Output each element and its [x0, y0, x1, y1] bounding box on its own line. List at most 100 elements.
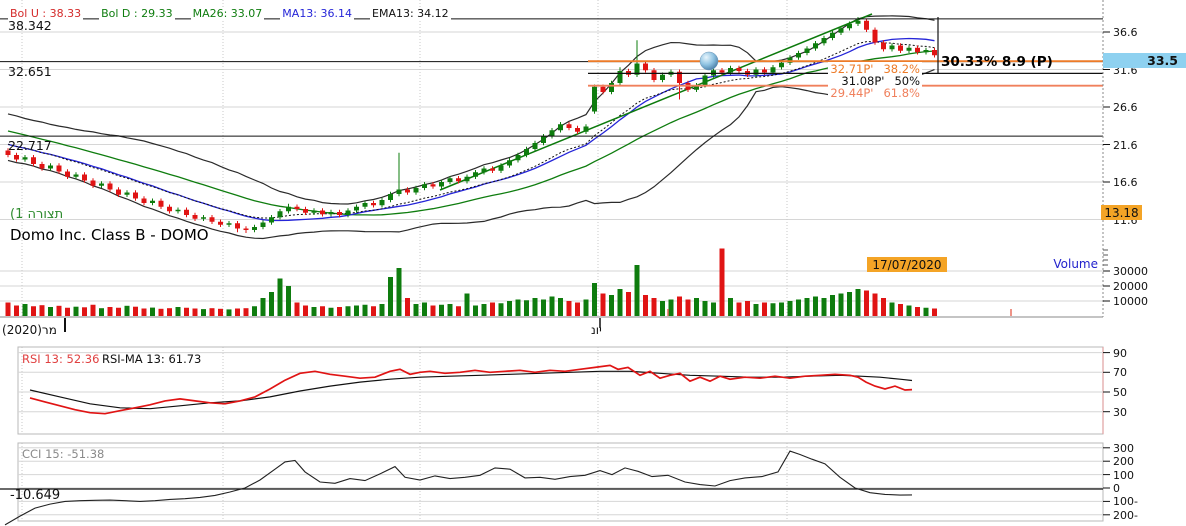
- volume-bar: [430, 305, 436, 316]
- candle-body: [507, 160, 512, 166]
- volume-bar: [592, 283, 597, 316]
- fib-618-pct: 61.8%: [883, 86, 920, 100]
- volume-bar: [447, 304, 453, 316]
- volume-bar: [651, 298, 657, 316]
- volume-bar: [48, 307, 53, 316]
- volume-bar: [141, 308, 147, 316]
- candle-body: [90, 180, 96, 186]
- volume-bar: [218, 308, 223, 316]
- cci-axis-tick-label: 200-: [1113, 508, 1138, 522]
- candle-body: [932, 50, 937, 56]
- volume-bar: [796, 299, 801, 316]
- volume-bar: [354, 305, 359, 316]
- volume-bar: [881, 298, 886, 316]
- candle-body: [22, 157, 28, 160]
- candle-body: [456, 178, 461, 182]
- cci-level-label: -10.649: [10, 488, 61, 503]
- volume-bar: [90, 304, 96, 316]
- volume-bar: [838, 293, 844, 316]
- indicator-header: Bol U : 38.33 Bol D : 29.33 MA26: 33.07 MA1…: [8, 7, 467, 20]
- volume-bar: [541, 299, 546, 316]
- volume-bar: [634, 265, 640, 316]
- candle-body: [881, 42, 886, 50]
- fib-382-price: 32.71P': [830, 62, 874, 76]
- volume-bar: [337, 307, 342, 316]
- volume-bar: [660, 301, 665, 316]
- candle-body: [31, 157, 36, 164]
- volume-bar: [532, 298, 538, 316]
- price-axis-tick-label: 16.6: [1113, 176, 1138, 189]
- candle-body: [396, 189, 402, 194]
- indicator-value-label: Bol D : 29.33: [99, 7, 175, 20]
- volume-bar: [201, 309, 206, 316]
- volume-bar: [456, 306, 461, 316]
- indicator-value-label: EMA13: 34.12: [370, 7, 451, 20]
- ball-marker-icon[interactable]: [699, 51, 719, 71]
- volume-bar: [762, 302, 767, 316]
- volume-bar: [583, 299, 589, 316]
- candle-body: [354, 206, 359, 211]
- candle-body: [303, 209, 308, 213]
- candle-body: [277, 211, 283, 218]
- fib-50-pct: 50%: [894, 74, 920, 88]
- volume-bar: [22, 304, 28, 316]
- volume-axis-tick-label: 30000: [1113, 265, 1148, 278]
- volume-bar: [82, 307, 87, 316]
- volume-bar: [311, 307, 317, 316]
- volume-bar: [209, 308, 215, 316]
- trendline[interactable]: [439, 13, 873, 191]
- volume-bar: [821, 298, 827, 316]
- volume-bar: [719, 248, 725, 316]
- fib-618-label[interactable]: 29.44P' 61.8%: [828, 86, 922, 100]
- volume-bar: [923, 307, 929, 316]
- date-badge: 17/07/2020: [867, 257, 947, 272]
- volume-bar: [320, 306, 325, 316]
- volume-bar: [277, 278, 283, 316]
- candle-body: [634, 63, 640, 75]
- candle-body: [787, 57, 793, 63]
- time-axis-left-label: מר(2020): [2, 323, 57, 337]
- candle-body: [889, 45, 895, 50]
- volume-bar: [558, 298, 563, 316]
- candle-body: [362, 203, 368, 207]
- fib-labels: 32.71P' 38.2% 31.08P' 50% 29.44P' 61.8%: [828, 62, 922, 100]
- measure-annotation[interactable]: 30.33% 8.9 (P): [941, 54, 1053, 70]
- volume-bar: [286, 286, 291, 316]
- candle-body: [770, 67, 776, 73]
- candle-body: [320, 210, 325, 215]
- volume-bar: [575, 302, 580, 316]
- price-axis-tick-label: 36.6: [1113, 26, 1138, 39]
- indicator-value-label: MA13: 36.14: [280, 7, 355, 20]
- candle-body: [167, 206, 172, 212]
- volume-bar: [243, 308, 249, 316]
- candle-body: [141, 198, 147, 203]
- candle-body: [524, 149, 529, 155]
- volume-bar: [804, 298, 810, 316]
- candle-body: [107, 183, 113, 190]
- low-ref-badge: 13.18: [1101, 205, 1142, 220]
- candle-body: [388, 194, 393, 200]
- volume-bar: [328, 307, 334, 316]
- volume-bar: [31, 306, 36, 316]
- candle-body: [847, 23, 852, 29]
- volume-bar: [847, 292, 852, 316]
- volume-bar: [864, 290, 869, 316]
- candle-body: [558, 124, 563, 131]
- fib-382-label[interactable]: 32.71P' 38.2%: [828, 62, 922, 76]
- fib-50-label[interactable]: 31.08P' 50%: [828, 74, 922, 88]
- volume-bar: [617, 289, 623, 316]
- volume-bar: [549, 296, 555, 316]
- candle-body: [915, 47, 920, 53]
- rsi-axis-tick-label: 90: [1113, 346, 1127, 360]
- symbol-title: Domo Inc. Class B - DOMO: [10, 226, 209, 244]
- candle-body: [328, 212, 334, 215]
- candle-body: [592, 86, 597, 112]
- volume-bar: [915, 307, 920, 316]
- volume-bar: [498, 303, 504, 316]
- volume-panel-label: Volume: [1053, 257, 1098, 271]
- candle-body: [252, 227, 257, 230]
- volume-bar: [600, 293, 606, 316]
- ma26-line: [7, 50, 935, 216]
